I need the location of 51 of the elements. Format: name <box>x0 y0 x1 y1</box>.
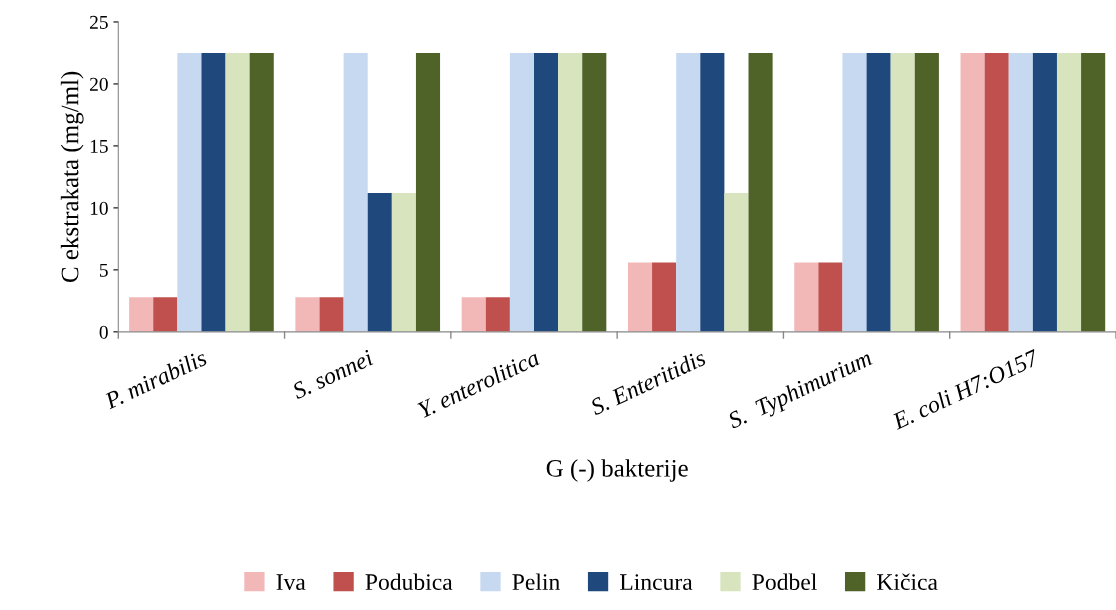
bar <box>391 193 416 332</box>
bar <box>509 52 535 332</box>
y-tick-label: 5 <box>99 263 108 277</box>
legend-label: Iva <box>276 574 306 591</box>
bar <box>960 52 985 332</box>
x-axis-title: G (-) bakterije <box>546 459 688 482</box>
y-tick-label: 20 <box>89 77 108 91</box>
bar <box>700 52 725 332</box>
legend-label: Kičica <box>877 573 938 591</box>
bar <box>842 52 867 332</box>
bar <box>415 52 441 332</box>
bar <box>319 297 344 332</box>
bar <box>129 297 154 332</box>
bar <box>558 52 583 332</box>
bar <box>748 52 773 332</box>
bar <box>866 52 891 332</box>
bar <box>461 297 486 332</box>
bar <box>534 52 559 332</box>
legend-label: Pelin <box>512 573 560 591</box>
y-tick-label: 15 <box>90 139 108 153</box>
bar <box>582 52 607 332</box>
bar <box>249 52 274 332</box>
bar <box>1008 52 1033 332</box>
bar <box>724 193 749 332</box>
bar <box>343 52 368 332</box>
bar <box>201 52 226 332</box>
legend-label: Podbel <box>752 573 817 591</box>
bar <box>890 52 915 332</box>
bar <box>1081 52 1106 332</box>
bar <box>367 193 392 332</box>
bar <box>1056 52 1082 332</box>
bar <box>1032 52 1057 332</box>
bar <box>914 52 939 332</box>
legend-label: Podubica <box>365 573 453 591</box>
bar <box>676 52 701 332</box>
bar <box>153 297 178 332</box>
bar <box>794 262 819 332</box>
bar <box>295 297 320 332</box>
bar <box>177 52 202 332</box>
y-axis-title: C ekstrakata (mg/ml) <box>60 71 84 283</box>
y-tick-label: 0 <box>99 325 108 339</box>
bar <box>627 262 653 332</box>
bar <box>225 52 250 332</box>
bar <box>652 262 677 332</box>
bar <box>984 52 1009 332</box>
legend-label: Lincura <box>619 574 693 591</box>
bar <box>485 297 510 332</box>
bar <box>818 262 843 332</box>
x-tick-label: S. sonnei <box>291 349 375 400</box>
y-tick-label: 10 <box>90 201 108 215</box>
y-tick-label: 25 <box>89 15 108 29</box>
